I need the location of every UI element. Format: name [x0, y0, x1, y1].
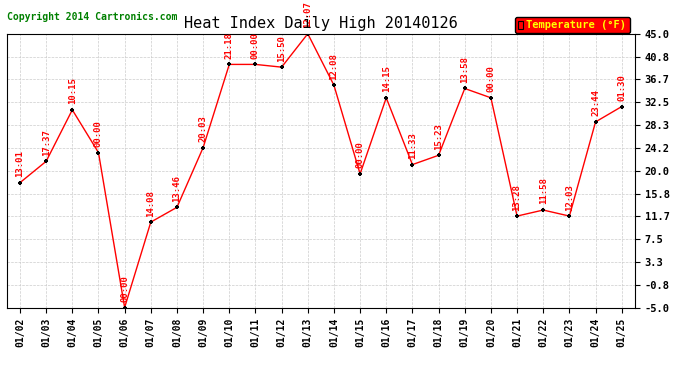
- Text: 15:50: 15:50: [277, 35, 286, 62]
- Text: 11:58: 11:58: [539, 178, 548, 204]
- Point: [485, 95, 496, 101]
- Point: [538, 207, 549, 213]
- Point: [511, 213, 522, 219]
- Text: 12:08: 12:08: [329, 53, 338, 80]
- Text: 15:23: 15:23: [434, 123, 443, 150]
- Point: [590, 119, 601, 125]
- Text: 14:08: 14:08: [146, 190, 155, 216]
- Text: 00:00: 00:00: [486, 65, 495, 92]
- Point: [93, 150, 104, 156]
- Text: 13:46: 13:46: [172, 175, 181, 202]
- Text: 10:15: 10:15: [68, 77, 77, 104]
- Point: [171, 204, 182, 210]
- Point: [197, 145, 208, 151]
- Text: 12:07: 12:07: [304, 2, 313, 28]
- Point: [276, 64, 287, 70]
- Text: 01:30: 01:30: [618, 74, 627, 101]
- Text: 20:03: 20:03: [199, 115, 208, 142]
- Text: 00:00: 00:00: [251, 32, 260, 59]
- Text: 17:37: 17:37: [41, 129, 50, 156]
- Point: [407, 162, 418, 168]
- Text: 11:33: 11:33: [408, 132, 417, 159]
- Point: [14, 180, 26, 186]
- Text: 21:18: 21:18: [225, 32, 234, 59]
- Point: [564, 213, 575, 219]
- Point: [381, 95, 392, 101]
- Legend: Temperature (°F): Temperature (°F): [515, 17, 629, 33]
- Text: 13:01: 13:01: [15, 150, 24, 177]
- Text: 13:28: 13:28: [513, 184, 522, 210]
- Text: 13:58: 13:58: [460, 56, 469, 83]
- Point: [328, 82, 339, 88]
- Point: [433, 152, 444, 158]
- Point: [460, 86, 471, 92]
- Text: Copyright 2014 Cartronics.com: Copyright 2014 Cartronics.com: [7, 12, 177, 22]
- Point: [616, 104, 627, 110]
- Title: Heat Index Daily High 20140126: Heat Index Daily High 20140126: [184, 16, 457, 31]
- Text: 12:03: 12:03: [565, 184, 574, 210]
- Point: [67, 107, 78, 113]
- Text: 00:00: 00:00: [355, 141, 364, 168]
- Point: [146, 219, 157, 225]
- Text: 00:00: 00:00: [94, 120, 103, 147]
- Point: [355, 171, 366, 177]
- Text: 00:00: 00:00: [120, 275, 129, 302]
- Point: [302, 31, 313, 37]
- Point: [119, 304, 130, 310]
- Text: 14:15: 14:15: [382, 65, 391, 92]
- Point: [41, 158, 52, 164]
- Point: [250, 62, 261, 68]
- Text: 23:44: 23:44: [591, 90, 600, 116]
- Point: [224, 62, 235, 68]
